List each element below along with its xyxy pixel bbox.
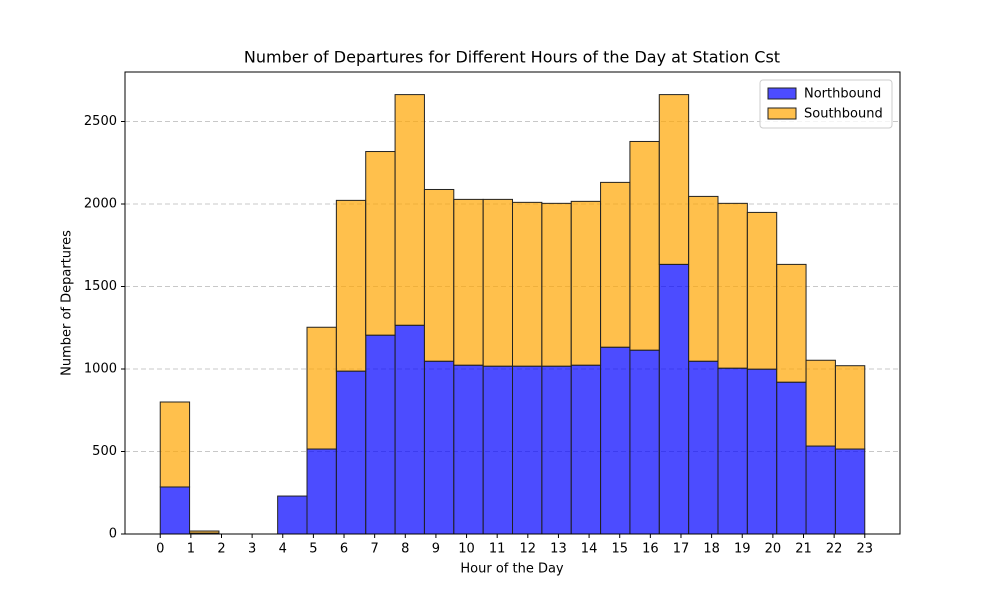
legend-swatch — [767, 87, 797, 100]
bar — [365, 334, 396, 535]
bar — [277, 495, 308, 535]
bar — [306, 448, 337, 535]
bar — [394, 324, 425, 535]
x-tick-label: 4 — [279, 542, 287, 557]
x-tick-label: 2 — [217, 542, 225, 557]
bar — [600, 346, 631, 535]
bar — [629, 140, 660, 351]
x-tick-label: 7 — [371, 542, 379, 557]
bar — [746, 211, 778, 370]
bar — [335, 370, 367, 535]
y-tick-label: 2500 — [84, 114, 117, 129]
y-tick-label: 500 — [92, 444, 117, 459]
bar — [570, 200, 602, 366]
bar — [335, 199, 367, 372]
bar — [834, 448, 866, 535]
bar — [688, 195, 719, 362]
bar — [189, 530, 220, 534]
x-tick-label: 17 — [673, 542, 690, 557]
x-tick-label: 22 — [826, 542, 843, 557]
legend-swatch — [767, 107, 797, 120]
x-tick-label: 3 — [248, 542, 256, 557]
x-tick-label: 20 — [765, 542, 782, 557]
bar — [423, 360, 455, 535]
x-tick-label: 10 — [458, 542, 475, 557]
y-axis-label: Number of Departures — [60, 230, 75, 376]
bar — [482, 198, 513, 367]
bar — [688, 360, 719, 535]
x-tick-label: 1 — [187, 542, 195, 557]
chart-title: Number of Departures for Different Hours… — [244, 48, 780, 67]
x-tick-label: 23 — [856, 542, 873, 557]
legend-label: Southbound — [804, 107, 883, 122]
x-tick-label: 8 — [401, 542, 409, 557]
x-tick-label: 6 — [340, 542, 348, 557]
x-tick-label: 9 — [432, 542, 440, 557]
y-tick-label: 0 — [109, 527, 117, 542]
plot-frame — [124, 71, 901, 535]
bar — [717, 202, 748, 369]
x-tick-label: 14 — [581, 542, 598, 557]
y-tick-label: 2000 — [84, 197, 117, 212]
bar — [453, 364, 484, 535]
x-tick-label: 11 — [489, 542, 506, 557]
bar — [776, 263, 807, 383]
x-tick-label: 0 — [156, 542, 164, 557]
bar — [834, 365, 866, 450]
bar — [159, 486, 191, 535]
bar — [512, 365, 543, 535]
x-tick-label: 19 — [734, 542, 751, 557]
bar — [423, 188, 455, 362]
bar — [746, 368, 778, 535]
y-tick-label: 1500 — [84, 279, 117, 294]
x-tick-label: 13 — [550, 542, 567, 557]
legend: Northbound Southbound — [759, 79, 893, 129]
bar — [541, 365, 572, 535]
bar — [570, 364, 602, 535]
bar — [600, 181, 631, 348]
bar — [512, 201, 543, 367]
bar — [717, 367, 748, 535]
bar — [365, 151, 396, 336]
x-tick-label: 5 — [309, 542, 317, 557]
bar — [394, 94, 425, 326]
x-tick-label: 18 — [703, 542, 720, 557]
x-axis-label: Hour of the Day — [460, 562, 564, 577]
bar — [482, 365, 513, 535]
x-tick-label: 15 — [611, 542, 628, 557]
bar — [453, 198, 484, 366]
x-tick-label: 21 — [795, 542, 812, 557]
bar — [658, 263, 690, 535]
bar — [541, 202, 572, 367]
bar — [629, 349, 660, 535]
bar — [776, 381, 807, 535]
x-tick-label: 12 — [520, 542, 537, 557]
bar — [658, 94, 690, 265]
bar — [306, 326, 337, 450]
bar — [805, 359, 836, 447]
legend-label: Northbound — [804, 87, 881, 102]
bar — [159, 401, 191, 488]
y-tick-label: 1000 — [84, 362, 117, 377]
x-tick-label: 16 — [642, 542, 659, 557]
bar — [805, 445, 836, 535]
